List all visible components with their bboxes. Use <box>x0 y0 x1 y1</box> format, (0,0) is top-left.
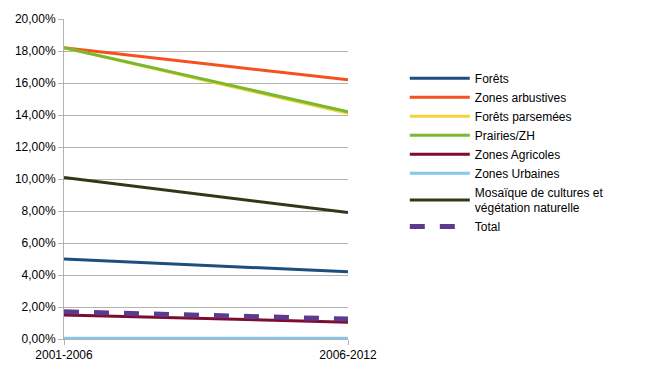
svg-text:2,00%: 2,00% <box>22 300 56 314</box>
svg-text:18,00%: 18,00% <box>15 44 56 58</box>
svg-text:Prairies/ZH: Prairies/ZH <box>475 129 535 143</box>
svg-text:Forêts: Forêts <box>475 72 509 86</box>
svg-text:4,00%: 4,00% <box>22 268 56 282</box>
svg-text:10,00%: 10,00% <box>15 172 56 186</box>
svg-text:2006-2012: 2006-2012 <box>319 348 377 362</box>
svg-text:14,00%: 14,00% <box>15 108 56 122</box>
svg-text:Total: Total <box>475 220 500 234</box>
svg-text:Mosaïque de cultures etvégétat: Mosaïque de cultures etvégétation nature… <box>475 186 604 216</box>
svg-text:Forêts parsemées: Forêts parsemées <box>475 110 572 124</box>
svg-text:Zones Urbaines: Zones Urbaines <box>475 167 560 181</box>
svg-text:0,00%: 0,00% <box>22 332 56 346</box>
svg-text:12,00%: 12,00% <box>15 140 56 154</box>
svg-text:2001-2006: 2001-2006 <box>35 348 93 362</box>
svg-text:8,00%: 8,00% <box>22 204 56 218</box>
svg-text:16,00%: 16,00% <box>15 76 56 90</box>
svg-text:Zones Agricoles: Zones Agricoles <box>475 148 560 162</box>
svg-text:20,00%: 20,00% <box>15 12 56 26</box>
svg-text:6,00%: 6,00% <box>22 236 56 250</box>
svg-text:Zones arbustives: Zones arbustives <box>475 91 566 105</box>
